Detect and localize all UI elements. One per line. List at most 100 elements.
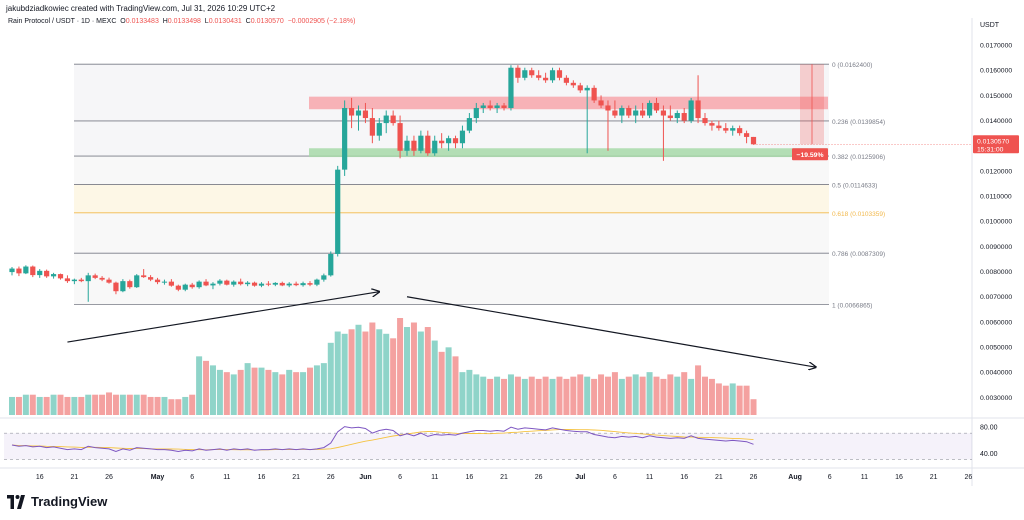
candle[interactable] (9, 267, 15, 276)
candle[interactable] (556, 67, 563, 81)
candle[interactable] (279, 281, 285, 287)
candle[interactable] (494, 102, 500, 114)
candle[interactable] (85, 272, 91, 302)
symbol-legend[interactable]: Rain Protocol / USDT · 1D · MEXC O0.0133… (8, 18, 355, 25)
candle[interactable] (709, 120, 715, 131)
candle[interactable] (335, 165, 341, 257)
candle[interactable] (702, 113, 708, 126)
candle[interactable] (196, 280, 202, 289)
candle[interactable] (328, 251, 334, 277)
candle[interactable] (314, 278, 320, 287)
candle[interactable] (258, 282, 265, 288)
candle[interactable] (640, 102, 646, 119)
candle[interactable] (730, 125, 736, 136)
candle[interactable] (265, 281, 272, 287)
candle[interactable] (716, 120, 722, 131)
candle[interactable] (78, 277, 84, 283)
candle[interactable] (127, 279, 133, 289)
candle[interactable] (445, 135, 452, 151)
candle[interactable] (148, 275, 154, 282)
candle[interactable] (584, 85, 590, 154)
candle[interactable] (23, 265, 29, 275)
candle[interactable] (120, 279, 126, 293)
candle[interactable] (245, 281, 251, 287)
candle[interactable] (307, 281, 313, 287)
candle[interactable] (695, 75, 701, 124)
candle[interactable] (224, 279, 230, 286)
candle[interactable] (217, 279, 223, 286)
candle[interactable] (376, 118, 382, 141)
candle[interactable] (536, 70, 542, 81)
candle[interactable] (64, 275, 71, 283)
candle[interactable] (411, 135, 417, 156)
candle[interactable] (355, 105, 362, 131)
candle[interactable] (231, 280, 237, 287)
candle[interactable] (501, 102, 507, 111)
price-chart[interactable]: 0 (0.0162400) 0.236 (0.0139854) 0.382 (0.0… (0, 0, 1024, 486)
candle[interactable] (321, 273, 327, 282)
candle[interactable] (369, 107, 375, 144)
candle[interactable] (286, 282, 292, 288)
candle[interactable] (383, 110, 389, 134)
candle[interactable] (688, 97, 694, 124)
candle[interactable] (50, 272, 57, 279)
candle[interactable] (737, 125, 743, 136)
candle[interactable] (480, 102, 486, 114)
candle[interactable] (529, 67, 535, 78)
candle[interactable] (598, 95, 604, 108)
candle[interactable] (508, 65, 514, 111)
candle[interactable] (660, 105, 667, 161)
candle[interactable] (92, 273, 98, 280)
candle[interactable] (432, 135, 438, 156)
tradingview-logo[interactable]: TradingView (6, 494, 107, 509)
candle[interactable] (203, 279, 209, 287)
candle[interactable] (71, 278, 77, 285)
candle[interactable] (418, 130, 424, 154)
candle[interactable] (563, 75, 569, 86)
candle[interactable] (466, 113, 472, 134)
candle[interactable] (362, 102, 369, 124)
candle[interactable] (452, 135, 459, 149)
candle[interactable] (633, 105, 639, 124)
candle[interactable] (238, 278, 244, 286)
candle[interactable] (106, 277, 112, 284)
candle[interactable] (487, 100, 493, 111)
candle[interactable] (743, 130, 750, 144)
candle[interactable] (161, 279, 168, 285)
candle[interactable] (439, 133, 445, 149)
candle[interactable] (168, 279, 174, 287)
candle[interactable] (182, 283, 188, 292)
candle[interactable] (404, 135, 410, 156)
candle[interactable] (626, 105, 632, 119)
candle[interactable] (605, 100, 611, 151)
candle[interactable] (515, 65, 521, 83)
candle[interactable] (30, 265, 36, 278)
candle[interactable] (154, 277, 161, 285)
candle[interactable] (750, 136, 757, 145)
candle[interactable] (99, 276, 105, 282)
candle[interactable] (473, 102, 479, 124)
candle[interactable] (37, 269, 43, 278)
candle[interactable] (272, 282, 278, 287)
candle[interactable] (619, 105, 625, 124)
candle[interactable] (57, 273, 64, 280)
candle[interactable] (251, 281, 258, 287)
candle[interactable] (653, 97, 660, 114)
candle[interactable] (591, 85, 597, 103)
candle[interactable] (16, 266, 22, 277)
candle[interactable] (425, 130, 431, 156)
candle[interactable] (674, 110, 680, 124)
candle[interactable] (549, 67, 556, 83)
candle[interactable] (723, 123, 729, 134)
candle[interactable] (175, 284, 181, 292)
candle[interactable] (113, 281, 119, 295)
candle[interactable] (612, 100, 618, 119)
candle[interactable] (543, 72, 549, 83)
candle[interactable] (459, 125, 466, 149)
candle[interactable] (44, 269, 50, 278)
candle[interactable] (134, 274, 140, 288)
candle[interactable] (390, 110, 396, 126)
candle[interactable] (342, 100, 348, 176)
candle[interactable] (141, 269, 147, 278)
candle[interactable] (570, 80, 576, 88)
